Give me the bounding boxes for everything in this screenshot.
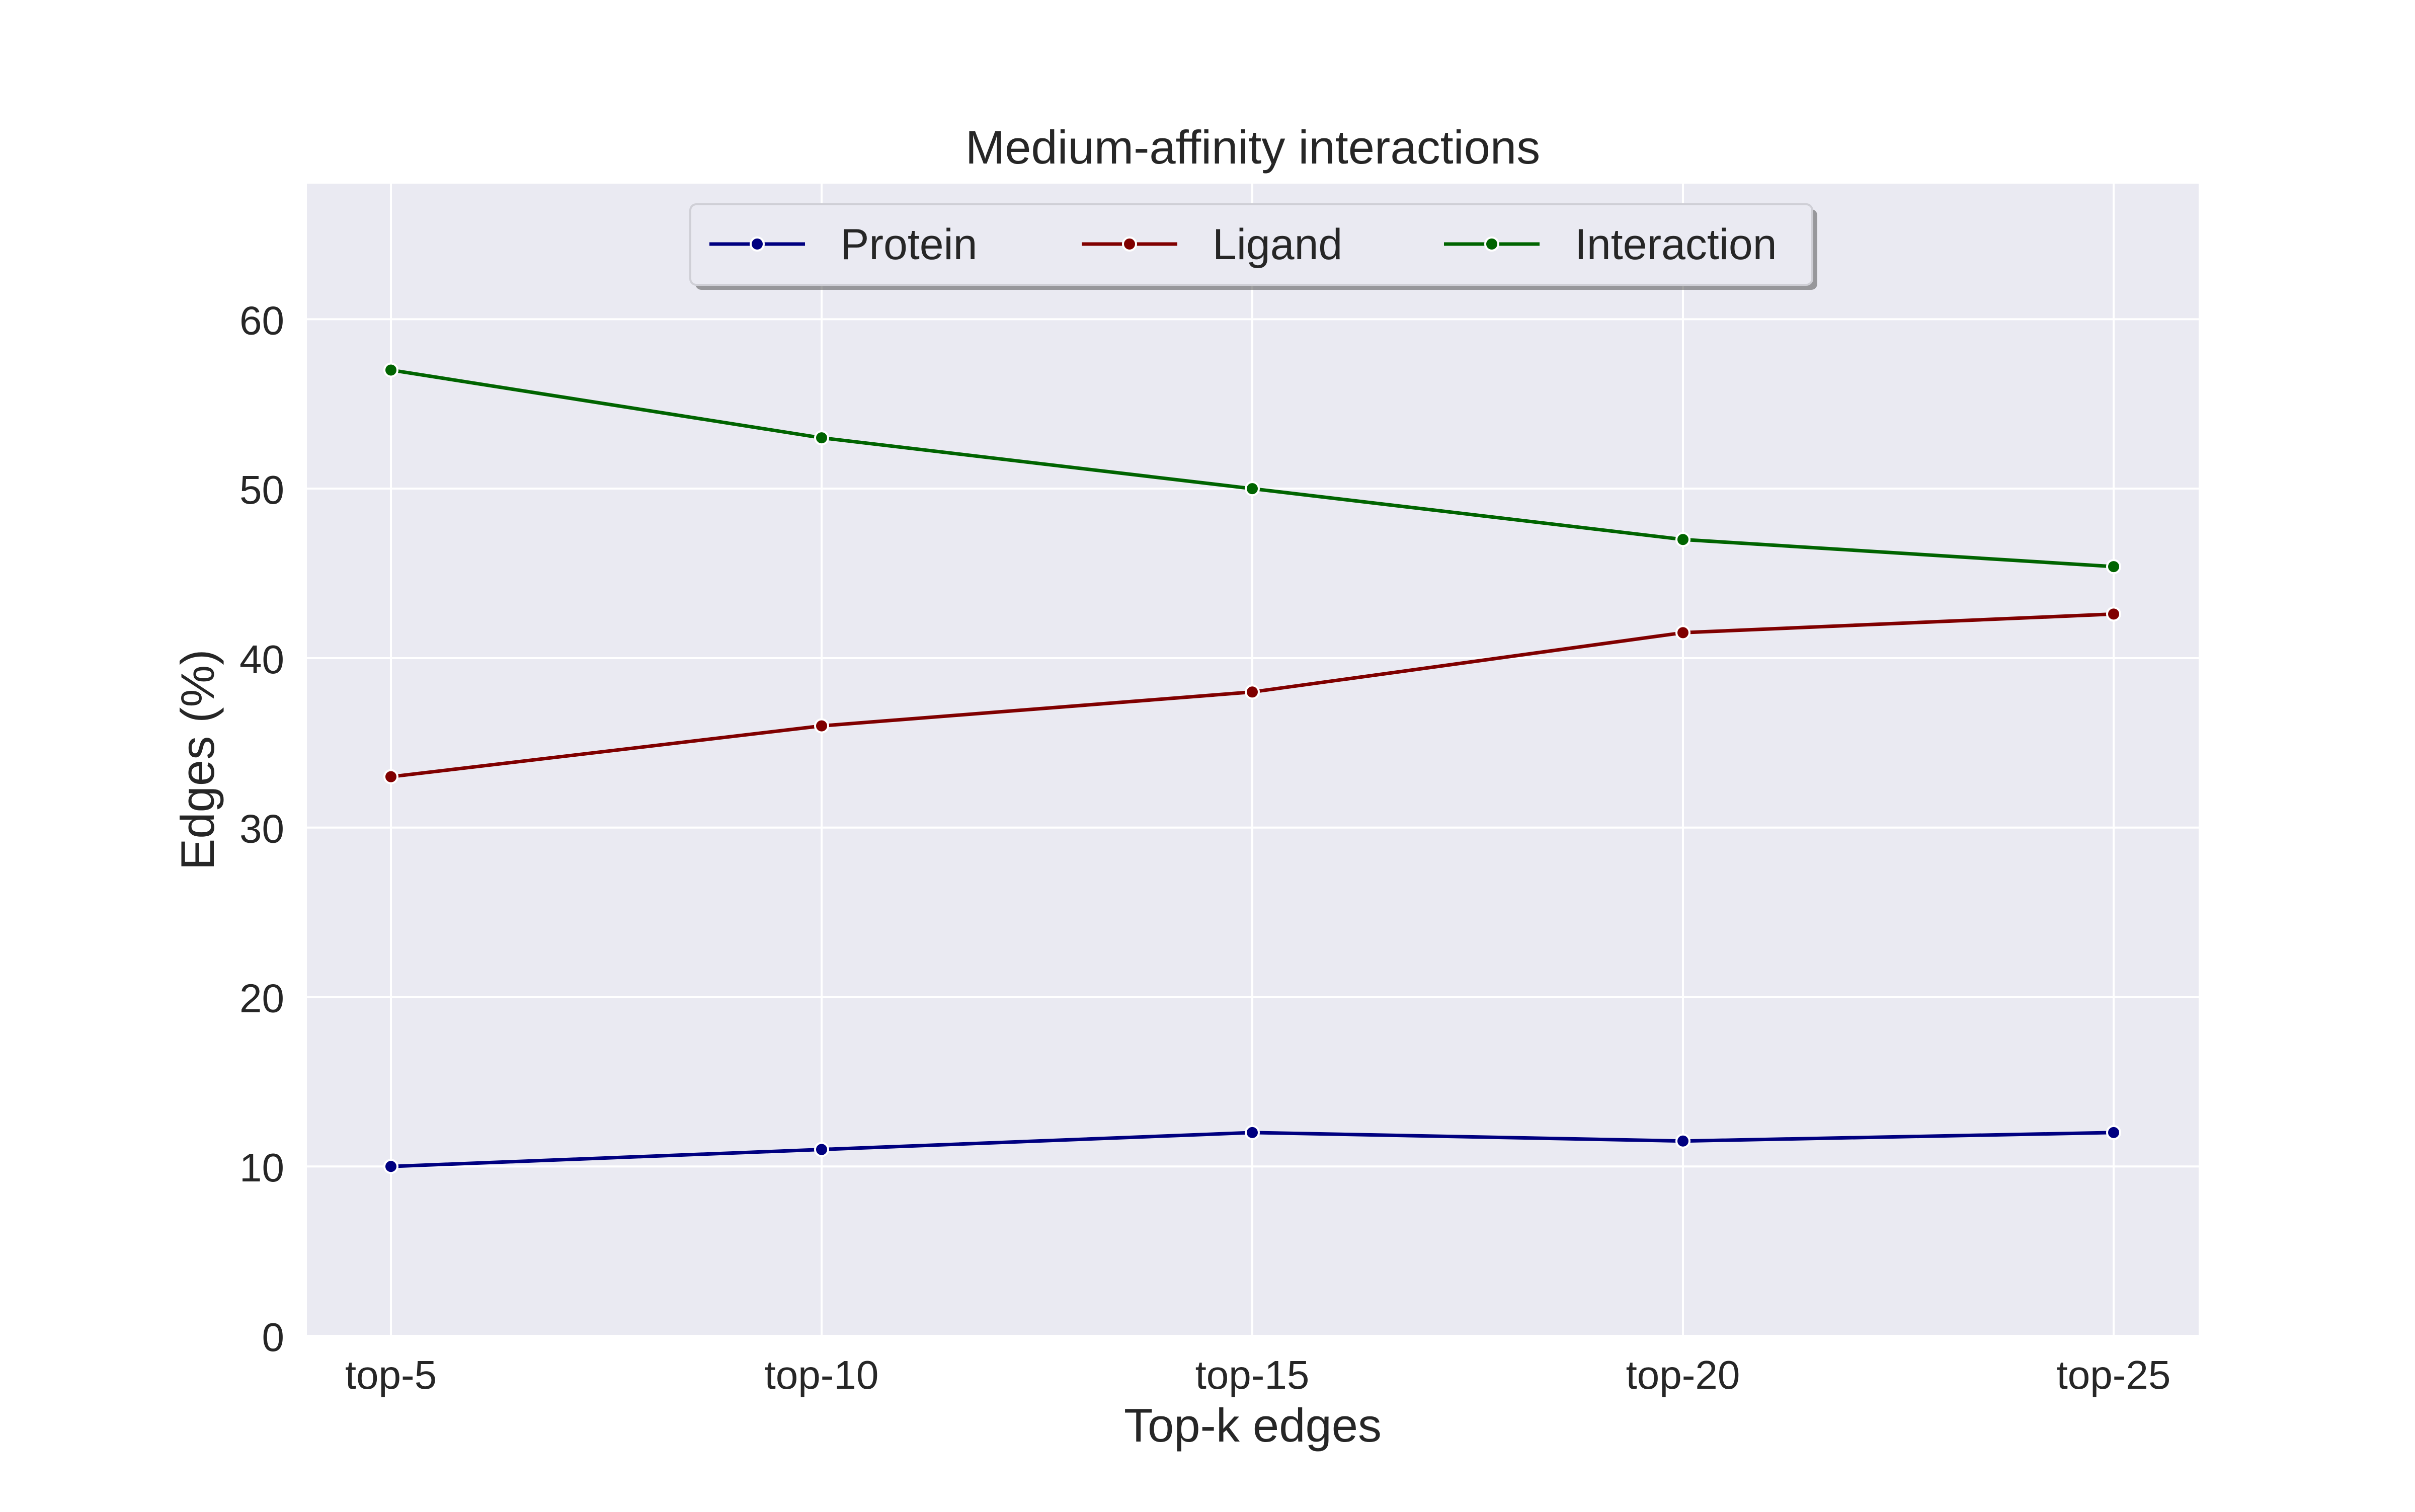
data-point-protein [1675,1133,1691,1149]
legend-label-protein: Protein [840,220,978,269]
data-point-ligand [1245,684,1260,700]
x-tick-label: top-20 [1626,1352,1740,1397]
y-tick-label: 40 [239,637,284,682]
x-tick-label: top-5 [345,1352,437,1397]
data-point-protein [814,1142,829,1157]
data-point-interaction [814,430,829,446]
data-point-ligand [814,718,829,734]
data-point-interaction [1675,532,1691,547]
chart-title: Medium-affinity interactions [965,121,1540,174]
data-point-ligand [383,769,398,784]
y-tick-labels: 0 10 20 30 40 50 60 [239,298,284,1360]
data-point-protein [2106,1125,2121,1140]
legend-box [689,203,1813,286]
y-tick-label: 0 [262,1315,285,1360]
data-point-interaction [383,362,398,378]
y-tick-label: 50 [239,467,284,512]
data-point-ligand [2106,606,2121,622]
y-tick-label: 20 [239,976,284,1020]
data-point-interaction [2106,559,2121,575]
legend-marker-ligand [1122,236,1137,252]
y-tick-label: 30 [239,807,284,851]
x-tick-labels: top-5 top-10 top-15 top-20 top-25 [345,1352,2171,1397]
legend-marker-protein [750,236,765,252]
x-tick-label: top-15 [1195,1352,1310,1397]
x-tick-label: top-10 [765,1352,879,1397]
data-series [383,362,2121,1174]
x-axis-label: Top-k edges [1124,1399,1382,1452]
legend-label-interaction: Interaction [1575,220,1777,269]
legend-label-ligand: Ligand [1213,220,1342,269]
x-tick-label: top-25 [2057,1352,2171,1397]
data-point-ligand [1675,625,1691,641]
data-point-protein [1245,1125,1260,1140]
data-point-interaction [1245,481,1260,497]
legend-marker-interaction [1484,236,1499,252]
y-tick-label: 10 [239,1145,284,1190]
y-axis-label: Edges (%) [171,650,224,870]
y-tick-label: 60 [239,298,284,343]
legend: Protein Ligand Interaction [689,203,1817,290]
data-point-protein [383,1159,398,1174]
